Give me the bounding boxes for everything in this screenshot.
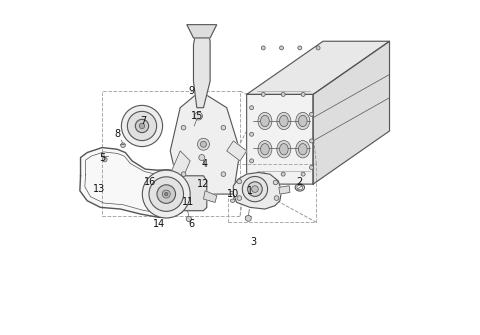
Circle shape [201, 141, 206, 147]
Circle shape [199, 154, 205, 160]
Ellipse shape [230, 199, 235, 202]
Ellipse shape [261, 144, 269, 155]
Text: 15: 15 [191, 111, 203, 121]
Polygon shape [279, 186, 290, 194]
Polygon shape [233, 173, 282, 209]
Circle shape [310, 165, 313, 170]
Text: 6: 6 [189, 219, 195, 229]
Circle shape [139, 123, 144, 129]
Polygon shape [170, 176, 207, 211]
Circle shape [121, 143, 125, 147]
Circle shape [261, 46, 265, 50]
Polygon shape [187, 25, 217, 38]
Polygon shape [170, 151, 190, 184]
Circle shape [181, 125, 186, 130]
Polygon shape [170, 91, 240, 194]
Polygon shape [313, 41, 389, 184]
Circle shape [261, 92, 265, 96]
Circle shape [298, 46, 302, 50]
Polygon shape [204, 191, 217, 202]
Circle shape [242, 177, 267, 202]
Circle shape [250, 159, 253, 163]
Circle shape [279, 46, 284, 50]
Circle shape [250, 106, 253, 110]
Circle shape [281, 92, 285, 96]
Polygon shape [247, 41, 389, 94]
Polygon shape [193, 28, 210, 108]
Ellipse shape [258, 112, 272, 130]
Bar [102, 91, 240, 216]
Circle shape [248, 182, 262, 196]
Circle shape [165, 192, 168, 196]
Ellipse shape [299, 115, 307, 127]
Polygon shape [193, 28, 210, 108]
Circle shape [310, 112, 313, 116]
Polygon shape [204, 191, 217, 202]
Polygon shape [279, 186, 290, 194]
Circle shape [221, 172, 226, 177]
Ellipse shape [261, 115, 269, 127]
Bar [228, 164, 316, 222]
Text: 1: 1 [247, 186, 253, 196]
Circle shape [237, 196, 241, 200]
Circle shape [121, 106, 163, 147]
Ellipse shape [279, 144, 288, 155]
Text: 11: 11 [182, 197, 194, 207]
Circle shape [237, 179, 241, 184]
Circle shape [186, 216, 192, 222]
Text: 13: 13 [93, 184, 105, 194]
Circle shape [181, 172, 186, 177]
Circle shape [149, 177, 183, 211]
Ellipse shape [279, 115, 288, 127]
Text: 14: 14 [153, 219, 165, 229]
Polygon shape [233, 173, 282, 209]
Polygon shape [227, 141, 247, 161]
Polygon shape [227, 141, 247, 161]
Text: 3: 3 [250, 237, 256, 247]
Polygon shape [170, 151, 190, 184]
Text: 10: 10 [227, 189, 240, 199]
Circle shape [143, 170, 190, 218]
Circle shape [274, 196, 279, 200]
Ellipse shape [296, 141, 310, 158]
Polygon shape [170, 91, 240, 194]
Polygon shape [80, 147, 190, 217]
Circle shape [135, 119, 149, 133]
Polygon shape [187, 25, 217, 38]
Circle shape [252, 186, 258, 192]
Circle shape [127, 111, 156, 141]
Ellipse shape [258, 141, 272, 158]
Text: 9: 9 [189, 86, 195, 96]
Polygon shape [247, 94, 313, 184]
Circle shape [250, 132, 253, 136]
Text: 5: 5 [99, 152, 105, 162]
Circle shape [273, 180, 278, 185]
Circle shape [261, 172, 265, 176]
Text: 12: 12 [197, 179, 210, 189]
Ellipse shape [277, 141, 291, 158]
Circle shape [301, 172, 305, 176]
Circle shape [301, 92, 305, 96]
Circle shape [194, 112, 203, 120]
Circle shape [221, 125, 226, 130]
Text: 7: 7 [141, 116, 147, 126]
Text: 4: 4 [202, 159, 208, 169]
Text: 8: 8 [114, 129, 120, 139]
Polygon shape [170, 176, 207, 211]
Text: 16: 16 [144, 178, 156, 188]
Circle shape [157, 185, 176, 203]
Ellipse shape [299, 144, 307, 155]
Text: 2: 2 [297, 178, 303, 188]
Ellipse shape [277, 112, 291, 130]
Circle shape [245, 215, 252, 221]
Circle shape [102, 157, 107, 162]
Circle shape [162, 190, 170, 198]
Circle shape [197, 138, 209, 150]
Circle shape [310, 139, 313, 143]
Circle shape [316, 46, 320, 50]
Circle shape [281, 172, 285, 176]
Ellipse shape [296, 112, 310, 130]
